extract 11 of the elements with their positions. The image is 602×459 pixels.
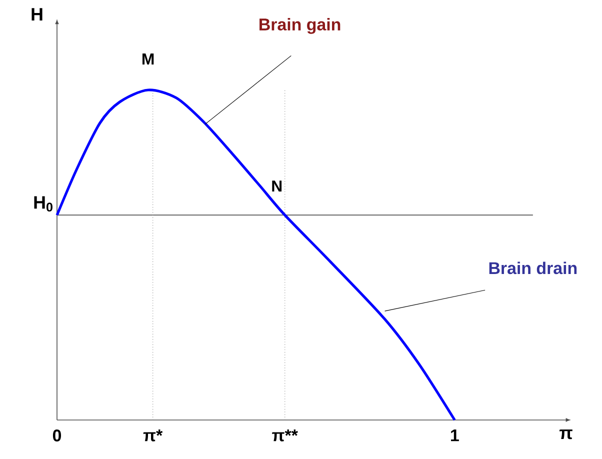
x-tick-label: 1	[451, 430, 459, 442]
y-axis-title: H	[32, 8, 42, 20]
annotation: N	[272, 180, 282, 192]
annotation: Brain drain	[489, 262, 577, 274]
x-tick-label: π**	[272, 430, 298, 442]
annotation: M	[142, 54, 154, 64]
x-axis-title: π	[560, 430, 572, 440]
text: Brain gain	[260, 18, 340, 34]
x-tick-label: π*	[143, 430, 163, 442]
x-tick-label: 0	[52, 430, 62, 442]
ref-line-label: H$_{0}$	[34, 196, 52, 212]
